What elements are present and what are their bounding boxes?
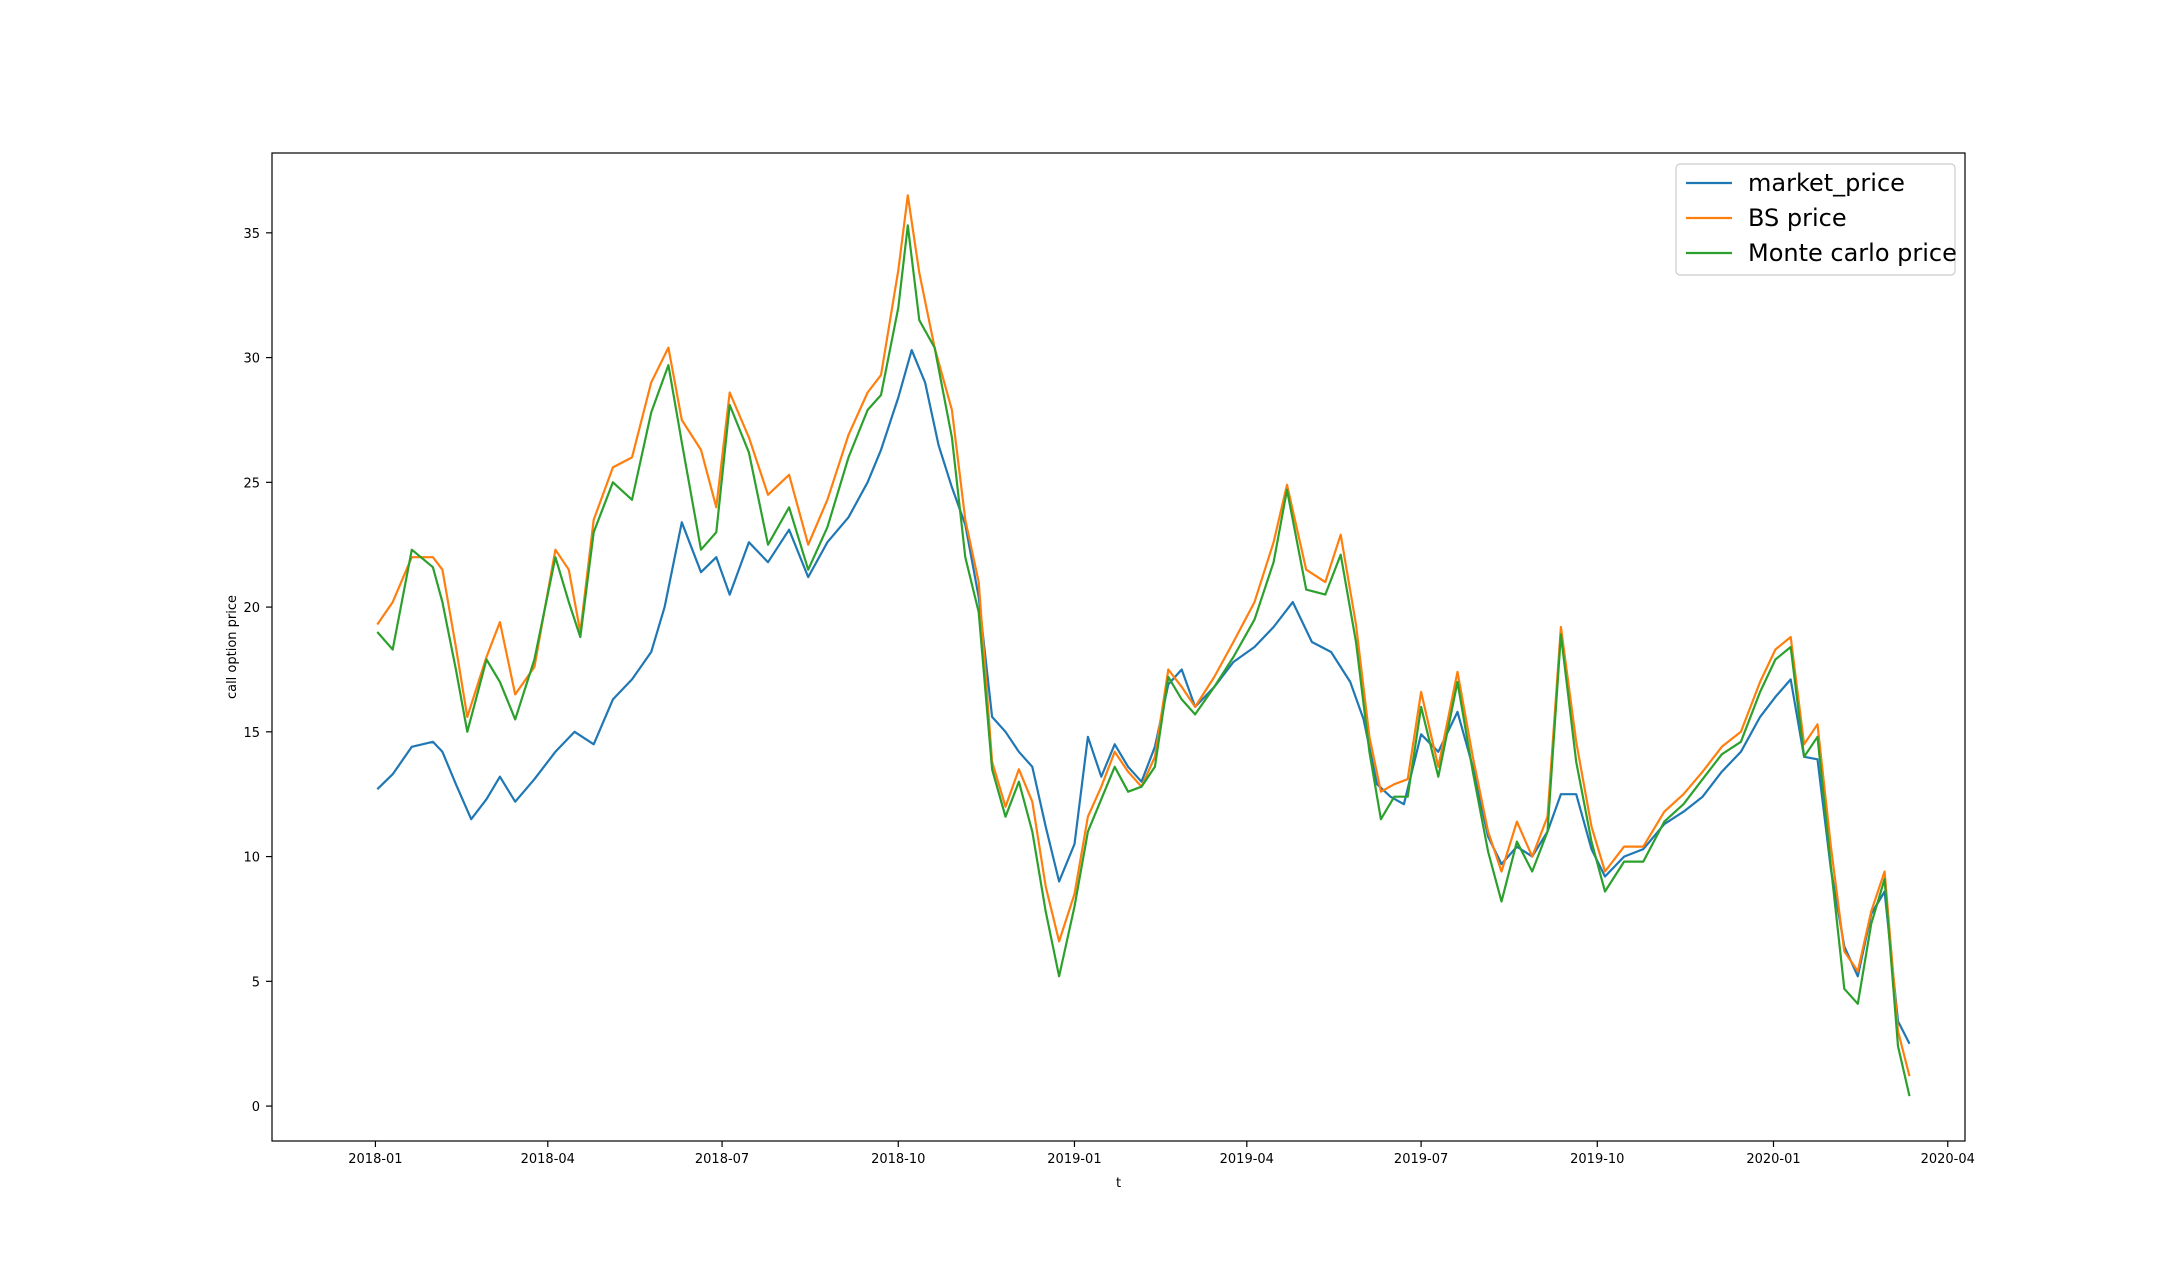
y-axis-label: call option price [225, 595, 240, 699]
axes: 2018-01 2018-04 2018-07 2018-10 2019-01 2019-… [243, 152, 1975, 1167]
x-axis-label: t [1116, 1176, 1121, 1191]
legend-entry: market_price [1748, 169, 1905, 197]
x-tick-label: 2018-01 [348, 1152, 402, 1167]
y-tick-label: 15 [243, 726, 260, 741]
series-line-0 [376, 349, 1911, 1045]
series-line-2 [376, 224, 1911, 1097]
legend-entry: Monte carlo price [1748, 239, 1957, 267]
y-tick-label: 5 [252, 975, 260, 990]
x-tick-label: 2019-01 [1047, 1152, 1101, 1167]
legend: market_price BS price Monte carlo price [1675, 163, 1957, 276]
x-tick-label: 2019-04 [1220, 1152, 1274, 1167]
axes-frame [271, 152, 1966, 1142]
y-tick-label: 30 [243, 352, 260, 367]
plot-area [376, 194, 1911, 1097]
y-tick-label: 25 [243, 476, 260, 491]
x-tick-label: 2019-10 [1570, 1152, 1624, 1167]
y-tick-label: 10 [243, 851, 260, 866]
legend-box [1675, 163, 1956, 276]
series-lines [376, 194, 1911, 1097]
y-tick-label: 20 [243, 601, 260, 616]
legend-entry: BS price [1748, 204, 1847, 232]
x-tick-label: 2020-04 [1921, 1152, 1975, 1167]
x-tick-label: 2019-07 [1394, 1152, 1448, 1167]
x-tick-label: 2018-07 [695, 1152, 749, 1167]
y-tick-label: 35 [243, 227, 260, 242]
x-tick-label: 2018-04 [521, 1152, 575, 1167]
x-tick-label: 2020-01 [1746, 1152, 1800, 1167]
x-tick-label: 2018-10 [871, 1152, 925, 1167]
y-tick-label: 0 [252, 1100, 260, 1115]
